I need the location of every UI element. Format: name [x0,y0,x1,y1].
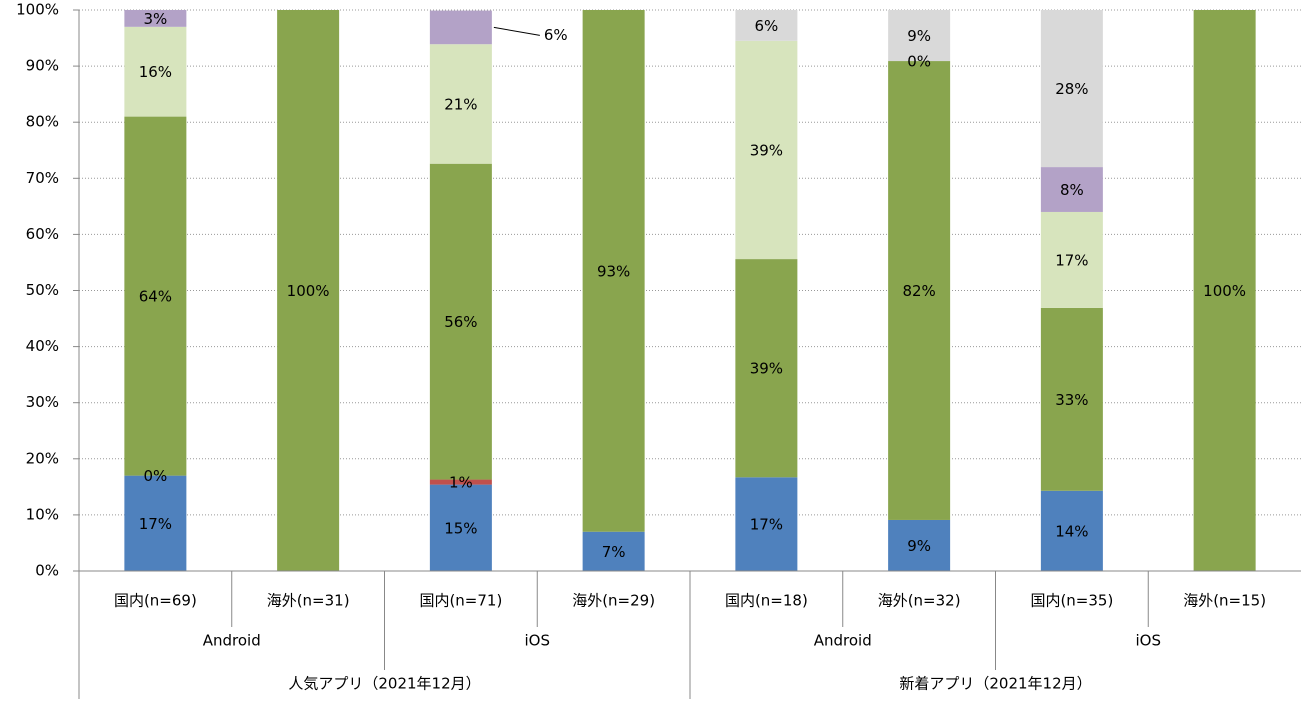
data-label: 93% [597,262,630,280]
x-tick-label: 海外(n=15) [1183,592,1266,610]
data-label: 64% [139,288,172,306]
data-label: 82% [902,282,935,300]
bar-segment [1040,490,1103,571]
y-tick-label: 20% [26,449,59,467]
y-tick-label: 90% [26,57,59,75]
y-tick-label: 100% [16,1,59,19]
group-label: iOS [1136,632,1162,650]
bar-segment [735,40,798,260]
bar-segment [1193,10,1256,571]
group-label: Android [814,632,872,650]
bar-segment [735,10,798,41]
group-label: iOS [525,632,551,650]
bar-segment [888,519,951,571]
y-tick-label: 80% [26,113,59,131]
bar-segment [582,10,645,532]
data-label: 9% [907,537,931,555]
data-label: 39% [750,141,783,159]
bar-segment [429,484,492,571]
bar-segment [429,163,492,480]
x-tick-label: 海外(n=29) [572,592,655,610]
y-tick-label: 40% [26,337,59,355]
x-tick-label: 国内(n=35) [1030,592,1113,610]
data-label: 0% [143,467,167,485]
y-tick-label: 30% [26,393,59,411]
bar-segment [429,479,492,485]
bar-segment [429,10,492,45]
data-label: 17% [750,516,783,534]
leader-line [493,26,540,36]
y-tick-label: 50% [26,281,59,299]
bar-segment [1040,211,1103,308]
bar-segment [735,477,798,571]
y-tick-label: 70% [26,169,59,187]
data-label: 28% [1055,80,1088,98]
bar-segment [277,10,340,571]
data-label: 1% [449,474,473,492]
data-label: 7% [602,543,626,561]
x-tick-label: 国内(n=18) [725,592,808,610]
data-label: 8% [1060,181,1084,199]
group-label: Android [203,632,261,650]
data-label: 3% [143,10,167,28]
y-tick-label: 10% [26,505,59,523]
bar-segment [124,116,187,476]
data-label: 9% [907,27,931,45]
y-tick-label: 60% [26,225,59,243]
data-label: 100% [287,282,330,300]
data-label: 0% [907,53,931,71]
data-label: 6% [544,26,568,44]
bar-segment [888,61,951,520]
data-label: 16% [139,63,172,81]
bar-segment [582,531,645,571]
bar-segment [1040,307,1103,491]
data-label: 21% [444,95,477,113]
y-tick-label: 0% [35,562,59,580]
bar-segment [888,10,951,62]
bar-segment [124,475,187,571]
data-label: 39% [750,360,783,378]
x-tick-label: 国内(n=69) [114,592,197,610]
data-label: 56% [444,313,477,331]
x-tick-label: 国内(n=71) [419,592,502,610]
bar-segment [1040,167,1103,212]
bar-segment [124,26,187,117]
data-label: 14% [1055,522,1088,540]
data-label: 33% [1055,391,1088,409]
bar-segment [1040,10,1103,168]
data-label: 17% [1055,251,1088,269]
x-tick-label: 海外(n=31) [267,592,350,610]
data-label: 17% [139,515,172,533]
supergroup-label: 人気アプリ（2021年12月） [288,675,480,693]
bar-segment [429,44,492,164]
supergroup-label: 新着アプリ（2021年12月） [899,675,1091,693]
data-label: 100% [1203,282,1246,300]
data-label: 15% [444,519,477,537]
x-tick-label: 海外(n=32) [878,592,961,610]
data-label: 6% [754,17,778,35]
bar-segment [124,10,187,27]
bar-segment [735,259,798,478]
